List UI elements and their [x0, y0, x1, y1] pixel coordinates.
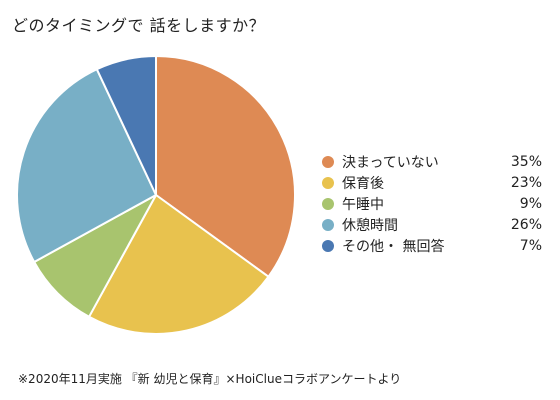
legend-item-undecided: 決まっていない 35% — [322, 151, 542, 172]
legend-value-undecided: 35% — [510, 153, 542, 170]
legend-swatch-nap-time — [322, 197, 334, 210]
legend-label-undecided: 決まっていない — [342, 154, 439, 171]
legend-item-after-care: 保育後 23% — [322, 172, 542, 193]
chart-legend: 決まっていない 35% 保育後 23% 午睡中 9% 休憩時間 26% その他・… — [322, 151, 542, 256]
legend-label-other: その他・ 無回答 — [342, 238, 445, 255]
legend-swatch-after-care — [322, 176, 334, 189]
pie-slice-other — [95, 55, 157, 196]
legend-item-nap-time: 午睡中 9% — [322, 193, 542, 214]
survey-footnote: ※2020年11月実施 『新 幼児と保育』×HoiClueコラボアンケートより — [18, 372, 402, 386]
legend-label-after-care: 保育後 — [342, 175, 384, 192]
pie-slice-undecided — [155, 55, 296, 278]
legend-label-break-time: 休憩時間 — [342, 217, 398, 234]
legend-label-nap-time: 午睡中 — [342, 196, 384, 213]
legend-swatch-undecided — [322, 155, 334, 168]
chart-title: どのタイミングで 話をしますか？ — [12, 16, 266, 35]
legend-value-nap-time: 9% — [519, 195, 542, 212]
legend-value-after-care: 23% — [510, 174, 542, 191]
legend-item-other: その他・ 無回答 7% — [322, 235, 542, 256]
legend-value-other: 7% — [519, 237, 542, 254]
pie-slice-after-care — [88, 194, 270, 335]
legend-value-break-time: 26% — [510, 216, 542, 233]
legend-swatch-other — [322, 239, 334, 252]
legend-item-break-time: 休憩時間 26% — [322, 214, 542, 235]
legend-swatch-break-time — [322, 218, 334, 231]
pie-slice-nap-time — [33, 194, 157, 318]
pie-slice-break-time — [16, 68, 157, 263]
